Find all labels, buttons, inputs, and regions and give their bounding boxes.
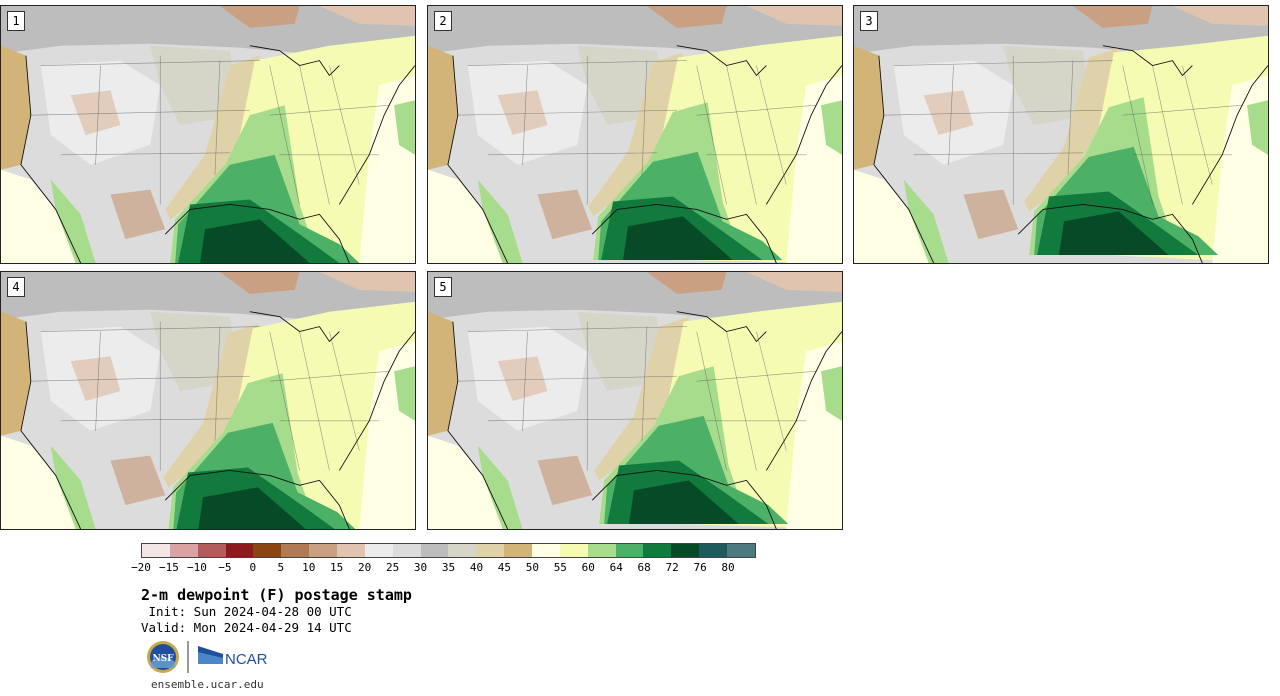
colorbar-segment — [281, 544, 310, 557]
colorbar-segment — [337, 544, 365, 557]
colorbar-segment — [671, 544, 700, 557]
colorbar-segment — [142, 544, 170, 557]
colorbar-segment — [559, 544, 588, 557]
colorbar-tick-label: −5 — [218, 561, 232, 574]
dewpoint-map — [1, 272, 415, 529]
colorbar-segment — [225, 544, 254, 557]
colorbar-tick-label: 45 — [497, 561, 512, 574]
nsf-logo: NSF — [147, 641, 179, 673]
colorbar-segment — [615, 544, 644, 557]
ensemble-panel-2: 2 — [427, 5, 843, 264]
logos: NSF NCAR — [147, 641, 268, 673]
dewpoint-map — [854, 6, 1268, 263]
colorbar-tick-label: 80 — [721, 561, 735, 574]
colorbar-segment — [504, 544, 533, 557]
dewpoint-map — [428, 6, 842, 263]
colorbar-tick-label: 0 — [249, 561, 257, 574]
panel-label: 1 — [7, 11, 25, 31]
colorbar-tick-label: −20 — [131, 561, 151, 574]
colorbar-segment — [169, 544, 198, 557]
colorbar-segment — [727, 544, 755, 557]
colorbar-tick-label: −10 — [186, 561, 207, 574]
dewpoint-map — [428, 272, 842, 529]
ensemble-panel-3: 3 — [853, 5, 1269, 264]
colorbar-tick-label: 35 — [441, 561, 456, 574]
ncar-logo: NCAR — [198, 646, 268, 668]
colorbar-tick-label: 10 — [302, 561, 316, 574]
colorbar-tick-label: 68 — [637, 561, 651, 574]
colorbar-tick-label: 64 — [609, 561, 623, 574]
colorbar-segment — [253, 544, 282, 557]
valid-time: Valid: Mon 2024-04-29 14 UTC — [141, 620, 352, 635]
colorbar-tick-label: 15 — [330, 561, 344, 574]
colorbar-segment — [699, 544, 728, 557]
panel-label: 3 — [860, 11, 878, 31]
colorbar-tick-label: 30 — [413, 561, 428, 574]
colorbar-tick-label: 25 — [385, 561, 400, 574]
colorbar-ticks: −20 −15 −10 −5 0 5 10 15 20 25 30 35 40 45 50 55 60 64 68 7… — [131, 561, 756, 577]
colorbar-segment — [532, 544, 560, 557]
panel-label: 5 — [434, 277, 452, 297]
init-time: Init: Sun 2024-04-28 00 UTC — [141, 604, 352, 619]
colorbar-segment — [364, 544, 393, 557]
colorbar-tick-label: 72 — [665, 561, 679, 574]
colorbar-tick-label: 5 — [277, 561, 285, 574]
colorbar-segment — [476, 544, 505, 557]
colorbar-tick-label: 50 — [525, 561, 539, 574]
ensemble-panel-5: 5 — [427, 271, 843, 530]
ncar-logo-text: NCAR — [225, 651, 268, 668]
colorbar-segment — [392, 544, 421, 557]
ensemble-panel-4: 4 — [0, 271, 416, 530]
panel-label: 4 — [7, 277, 25, 297]
dewpoint-map — [1, 6, 415, 263]
colorbar — [141, 543, 756, 558]
colorbar-tick-label: 55 — [553, 561, 567, 574]
figure-title: 2-m dewpoint (F) postage stamp — [141, 586, 412, 604]
site-url: ensemble.ucar.edu — [151, 678, 264, 691]
colorbar-segment — [420, 544, 449, 557]
colorbar-segment — [448, 544, 477, 557]
colorbar-tick-label: 20 — [358, 561, 372, 574]
colorbar-segment — [587, 544, 616, 557]
colorbar-tick-label: −15 — [159, 561, 179, 574]
colorbar-segment — [643, 544, 672, 557]
panel-label: 2 — [434, 11, 452, 31]
colorbar-tick-label: 60 — [581, 561, 595, 574]
colorbar-tick-label: 76 — [693, 561, 707, 574]
ensemble-panel-1: 1 — [0, 5, 416, 264]
colorbar-tick-label: 40 — [469, 561, 484, 574]
nsf-logo-text: NSF — [152, 654, 174, 664]
colorbar-segment — [197, 544, 226, 557]
colorbar-segment — [309, 544, 338, 557]
